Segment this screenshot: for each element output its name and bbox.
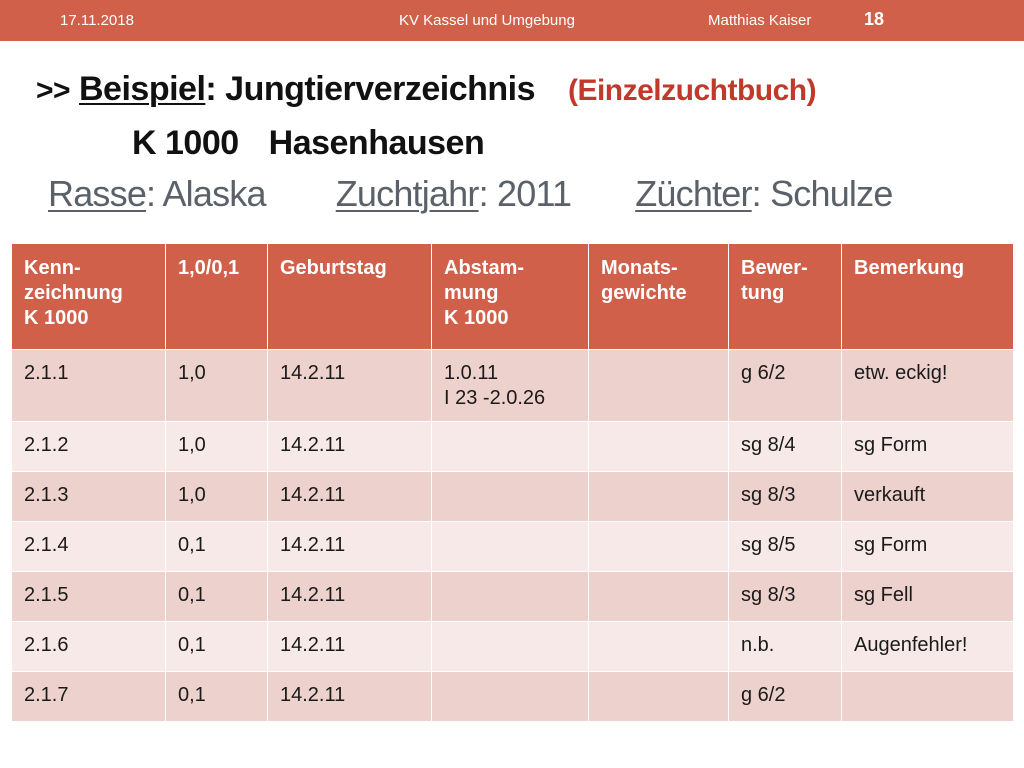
rasse-value: : Alaska (146, 173, 266, 214)
header-date: 17.11.2018 (60, 12, 134, 29)
cell-bemerkung: sg Form (841, 521, 1014, 572)
col-header-abstammung: Abstam-mung K 1000 (431, 243, 589, 350)
title-subtitle: (Einzelzuchtbuch) (567, 74, 817, 107)
col-header-sex: 1,0/0,1 (165, 243, 268, 350)
cell-sex: 1,0 (165, 421, 268, 472)
cell-bewertung: sg 8/5 (728, 521, 842, 572)
cell-abstammung (431, 571, 589, 622)
slide-header-bar: 17.11.2018 KV Kassel und Umgebung Matthi… (0, 0, 1024, 41)
cell-monatsgewichte (588, 671, 729, 722)
cell-sex: 0,1 (165, 521, 268, 572)
cell-bewertung: sg 8/3 (728, 471, 842, 522)
cell-geburtstag: 14.2.11 (267, 671, 432, 722)
cell-bemerkung: verkauft (841, 471, 1014, 522)
cell-monatsgewichte (588, 521, 729, 572)
breeder-code: K 1000 (132, 124, 239, 162)
table-row: 2.1.3 1,0 14.2.11 sg 8/3 verkauft (11, 471, 1014, 522)
cell-sex: 1,0 (165, 471, 268, 522)
col-header-bewertung: Bewer-tung (728, 243, 842, 350)
cell-bemerkung: Augenfehler! (841, 621, 1014, 672)
cell-sex: 0,1 (165, 671, 268, 722)
cell-geburtstag: 14.2.11 (267, 421, 432, 472)
cell-abstammung (431, 671, 589, 722)
cell-kennzeichnung: 2.1.1 (11, 349, 166, 422)
cell-abstammung: 1.0.11 I 23 -2.0.26 (431, 349, 589, 422)
cell-bemerkung: sg Fell (841, 571, 1014, 622)
cell-monatsgewichte (588, 471, 729, 522)
table-row: 2.1.4 0,1 14.2.11 sg 8/5 sg Form (11, 521, 1014, 572)
cell-monatsgewichte (588, 349, 729, 422)
cell-geburtstag: 14.2.11 (267, 571, 432, 622)
table-header-row: Kenn-zeichnung K 1000 1,0/0,1 Geburtstag … (11, 243, 1014, 350)
cell-abstammung (431, 471, 589, 522)
table-row: 2.1.6 0,1 14.2.11 n.b. Augenfehler! (11, 621, 1014, 672)
cell-abstammung (431, 621, 589, 672)
cell-geburtstag: 14.2.11 (267, 621, 432, 672)
breeder-line: K 1000 Hasenhausen (132, 124, 485, 163)
cell-geburtstag: 14.2.11 (267, 521, 432, 572)
cell-monatsgewichte (588, 621, 729, 672)
cell-monatsgewichte (588, 571, 729, 622)
zuchtjahr-label: Zuchtjahr (335, 173, 480, 214)
header-author: Matthias Kaiser (708, 12, 812, 29)
title-main: : Jungtierverzeichnis (205, 70, 535, 108)
title-keyword: Beispiel (79, 70, 206, 108)
col-header-kennzeichnung: Kenn-zeichnung K 1000 (11, 243, 166, 350)
zuechter-label: Züchter (635, 173, 752, 214)
table-row: 2.1.1 1,0 14.2.11 1.0.11 I 23 -2.0.26 g 6… (11, 349, 1014, 422)
cell-abstammung (431, 521, 589, 572)
title-prefix: >> (36, 74, 71, 107)
cell-bewertung: g 6/2 (728, 349, 842, 422)
cell-kennzeichnung: 2.1.7 (11, 671, 166, 722)
cell-geburtstag: 14.2.11 (267, 349, 432, 422)
cell-monatsgewichte (588, 421, 729, 472)
cell-bewertung: n.b. (728, 621, 842, 672)
slide-title: >> Beispiel: Jungtierverzeichnis (Einzel… (36, 70, 817, 109)
young-animal-table: Kenn-zeichnung K 1000 1,0/0,1 Geburtstag … (11, 243, 1014, 722)
table-row: 2.1.7 0,1 14.2.11 g 6/2 (11, 671, 1014, 722)
cell-bewertung: g 6/2 (728, 671, 842, 722)
cell-sex: 0,1 (165, 571, 268, 622)
cell-bemerkung: etw. eckig! (841, 349, 1014, 422)
zuchtjahr-value: : 2011 (478, 173, 572, 214)
cell-bewertung: sg 8/3 (728, 571, 842, 622)
cell-sex: 1,0 (165, 349, 268, 422)
cell-bewertung: sg 8/4 (728, 421, 842, 472)
col-header-monatsgewichte: Monats-gewichte (588, 243, 729, 350)
rasse-label: Rasse (48, 173, 147, 214)
header-organization: KV Kassel und Umgebung (399, 12, 575, 29)
col-header-bemerkung: Bemerkung (841, 243, 1014, 350)
cell-geburtstag: 14.2.11 (267, 471, 432, 522)
table-row: 2.1.5 0,1 14.2.11 sg 8/3 sg Fell (11, 571, 1014, 622)
cell-bemerkung (841, 671, 1014, 722)
cell-kennzeichnung: 2.1.4 (11, 521, 166, 572)
breeder-name: Hasenhausen (268, 124, 485, 162)
cell-kennzeichnung: 2.1.3 (11, 471, 166, 522)
cell-kennzeichnung: 2.1.6 (11, 621, 166, 672)
page-number: 18 (864, 9, 885, 29)
cell-bemerkung: sg Form (841, 421, 1014, 472)
cell-kennzeichnung: 2.1.2 (11, 421, 166, 472)
col-header-geburtstag: Geburtstag (267, 243, 432, 350)
cell-abstammung (431, 421, 589, 472)
info-line: Rasse: Alaska Zuchtjahr: 2011 Züchter: Sch… (48, 173, 893, 215)
cell-sex: 0,1 (165, 621, 268, 672)
table-row: 2.1.2 1,0 14.2.11 sg 8/4 sg Form (11, 421, 1014, 472)
zuechter-value: : Schulze (751, 173, 894, 214)
cell-kennzeichnung: 2.1.5 (11, 571, 166, 622)
